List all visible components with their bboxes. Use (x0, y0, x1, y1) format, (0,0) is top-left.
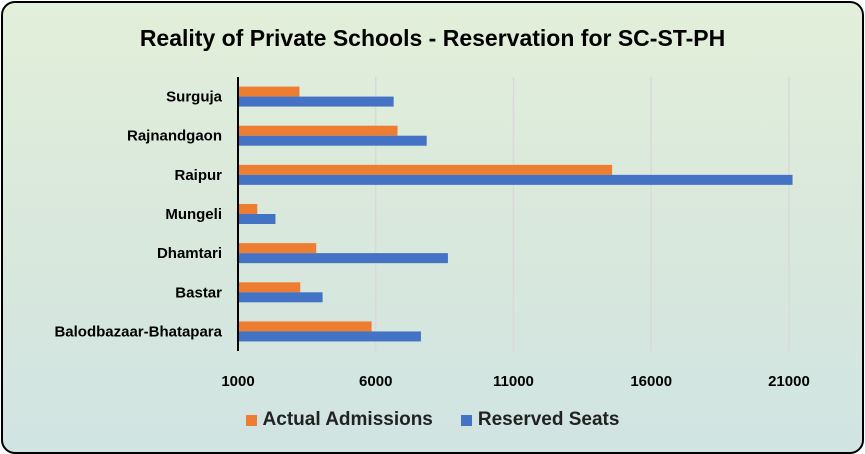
category-label: Raipur (174, 167, 222, 184)
plot-area: 1000 6000 11000 16000 21000 Balodbazaar-Bhata… (54, 77, 810, 390)
x-tick-label: 16000 (630, 373, 672, 390)
category-label: Dhamtari (157, 245, 222, 262)
bar-actual-admissions (238, 125, 398, 136)
bar-actual-admissions (238, 164, 613, 175)
category-label: Surguja (166, 89, 222, 106)
category-label: Balodbazaar-Bhatapara (54, 323, 222, 340)
bar-reserved-seats (238, 253, 448, 264)
bar-actual-admissions (238, 86, 300, 97)
bar-actual-admissions (238, 321, 372, 332)
x-tick-label: 21000 (768, 373, 810, 390)
legend: Actual Admissions Reserved Seats (3, 409, 862, 431)
bar-reserved-seats (238, 214, 276, 224)
legend-swatch (245, 414, 257, 426)
bar-actual-admissions (238, 282, 301, 293)
chart-title: Reality of Private Schools - Reservation… (139, 25, 726, 51)
bar-reserved-seats (238, 292, 323, 303)
legend-item: Reserved Seats (460, 409, 620, 431)
legend-label: Actual Admissions (262, 409, 433, 430)
x-tick-label: 6000 (359, 373, 392, 390)
category-label: Bastar (175, 284, 222, 301)
legend-item: Actual Admissions (245, 409, 433, 431)
bar-reserved-seats (238, 174, 793, 185)
x-tick-label: 1000 (221, 373, 254, 390)
legend-swatch (460, 414, 472, 426)
x-tick-label: 11000 (493, 373, 534, 390)
category-label: Rajnandgaon (127, 128, 222, 145)
category-label: Mungeli (165, 206, 222, 223)
bar-reserved-seats (238, 96, 394, 107)
bar-reserved-seats (238, 135, 427, 146)
bar-actual-admissions (238, 243, 317, 254)
bar-reserved-seats (238, 331, 421, 342)
bar-actual-admissions (238, 204, 258, 214)
legend-label: Reserved Seats (477, 409, 620, 430)
